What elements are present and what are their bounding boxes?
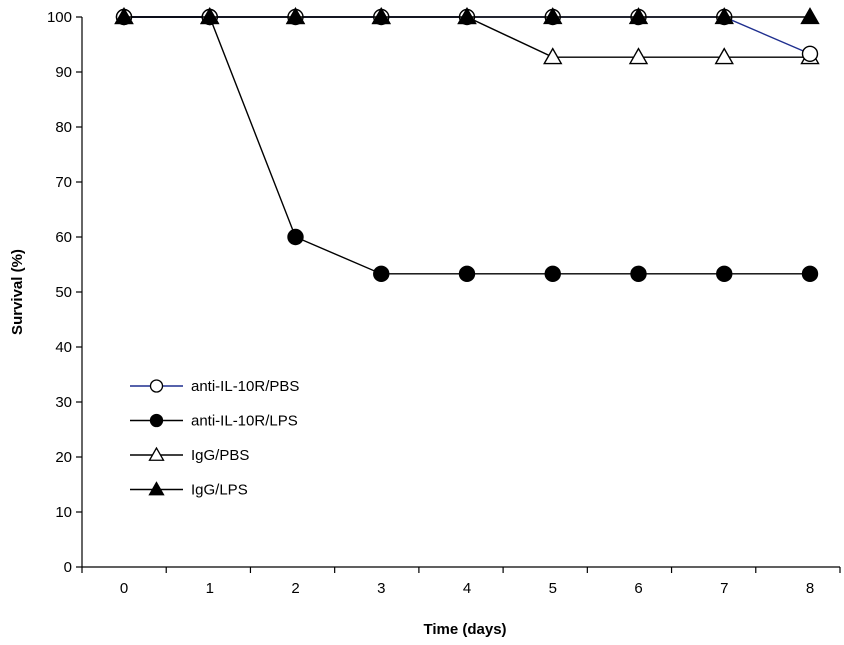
legend-marker-igg-pbs: [148, 446, 165, 461]
legend-entry-igg-lps: IgG/LPS: [130, 481, 248, 499]
legend-label-anti-il-10r-lps: anti-IL-10R/LPS: [191, 413, 298, 430]
x-axis-title: Time (days): [423, 621, 506, 638]
x-tick-label-0: 0: [120, 580, 128, 597]
legend-entry-anti-il-10r-lps: anti-IL-10R/LPS: [130, 413, 298, 430]
point-igg-pbs-5: [543, 47, 563, 65]
point-anti-il-10r-lps-6: [630, 265, 647, 283]
series-igg-lps: [114, 7, 820, 25]
point-anti-il-10r-lps-3: [373, 265, 390, 283]
point-igg-pbs-6: [628, 47, 649, 65]
point-anti-il-10r-lps-5: [544, 265, 561, 283]
legend-marker-anti-il-10r-lps: [149, 413, 164, 428]
axes-layer: 0 10 20 30 40 50 60 70 80 90 100 0 1 2 3 4 5 6 7 8: [47, 9, 841, 597]
x-tick-label-5: 5: [549, 580, 557, 597]
legend-entry-igg-pbs: IgG/PBS: [130, 446, 249, 464]
y-tick-label-20: 20: [55, 449, 72, 466]
point-anti-il-10r-lps-8: [801, 265, 819, 283]
y-axis-title: Survival (%): [9, 249, 26, 335]
y-tick-label-0: 0: [64, 559, 72, 576]
y-tick-label-90: 90: [55, 64, 72, 81]
point-igg-lps-5: [543, 7, 563, 25]
point-igg-lps-6: [628, 7, 649, 25]
legend-label-igg-lps: IgG/LPS: [191, 482, 248, 499]
point-igg-lps-8: [800, 7, 820, 25]
x-tick-label-4: 4: [463, 580, 471, 597]
legend-entry-anti-il-10r-pbs: anti-IL-10R/PBS: [130, 378, 299, 395]
y-tick-label-70: 70: [55, 174, 72, 191]
x-tick-label-1: 1: [206, 580, 214, 597]
point-igg-lps-3: [371, 7, 391, 25]
point-anti-il-10r-lps-4: [458, 265, 476, 283]
x-tick-label-7: 7: [720, 580, 728, 597]
y-tick-label-30: 30: [55, 394, 72, 411]
point-igg-lps-0: [114, 7, 134, 25]
legend: anti-IL-10R/PBS anti-IL-10R/LPS IgG/PBS IgG…: [130, 378, 299, 499]
point-igg-lps-2: [285, 7, 306, 25]
x-tick-label-3: 3: [377, 580, 385, 597]
legend-marker-igg-lps: [148, 481, 165, 496]
point-igg-pbs-7: [714, 47, 734, 65]
x-tick-label-2: 2: [291, 580, 299, 597]
y-tick-label-60: 60: [55, 229, 72, 246]
point-igg-lps-7: [714, 7, 734, 25]
series-line-anti-il-10r-lps: [124, 16, 810, 275]
legend-label-igg-pbs: IgG/PBS: [191, 447, 249, 464]
legend-marker-anti-il-10r-pbs: [149, 379, 164, 393]
x-tick-label-6: 6: [634, 580, 642, 597]
y-tick-label-40: 40: [55, 339, 72, 356]
y-tick-label-80: 80: [55, 119, 72, 136]
point-igg-lps-4: [457, 7, 477, 25]
point-anti-il-10r-lps-2: [287, 228, 304, 246]
legend-label-anti-il-10r-pbs: anti-IL-10R/PBS: [191, 378, 299, 395]
point-anti-il-10r-lps-7: [716, 265, 733, 283]
y-tick-label-50: 50: [55, 284, 72, 301]
series-anti-il-10r-lps: [115, 8, 819, 283]
y-tick-label-100: 100: [47, 9, 72, 26]
point-igg-lps-1: [200, 7, 220, 25]
point-anti-il-10r-pbs-8: [801, 45, 819, 63]
series-layer: [114, 7, 820, 283]
x-tick-label-8: 8: [806, 580, 814, 597]
y-tick-label-10: 10: [55, 504, 72, 521]
